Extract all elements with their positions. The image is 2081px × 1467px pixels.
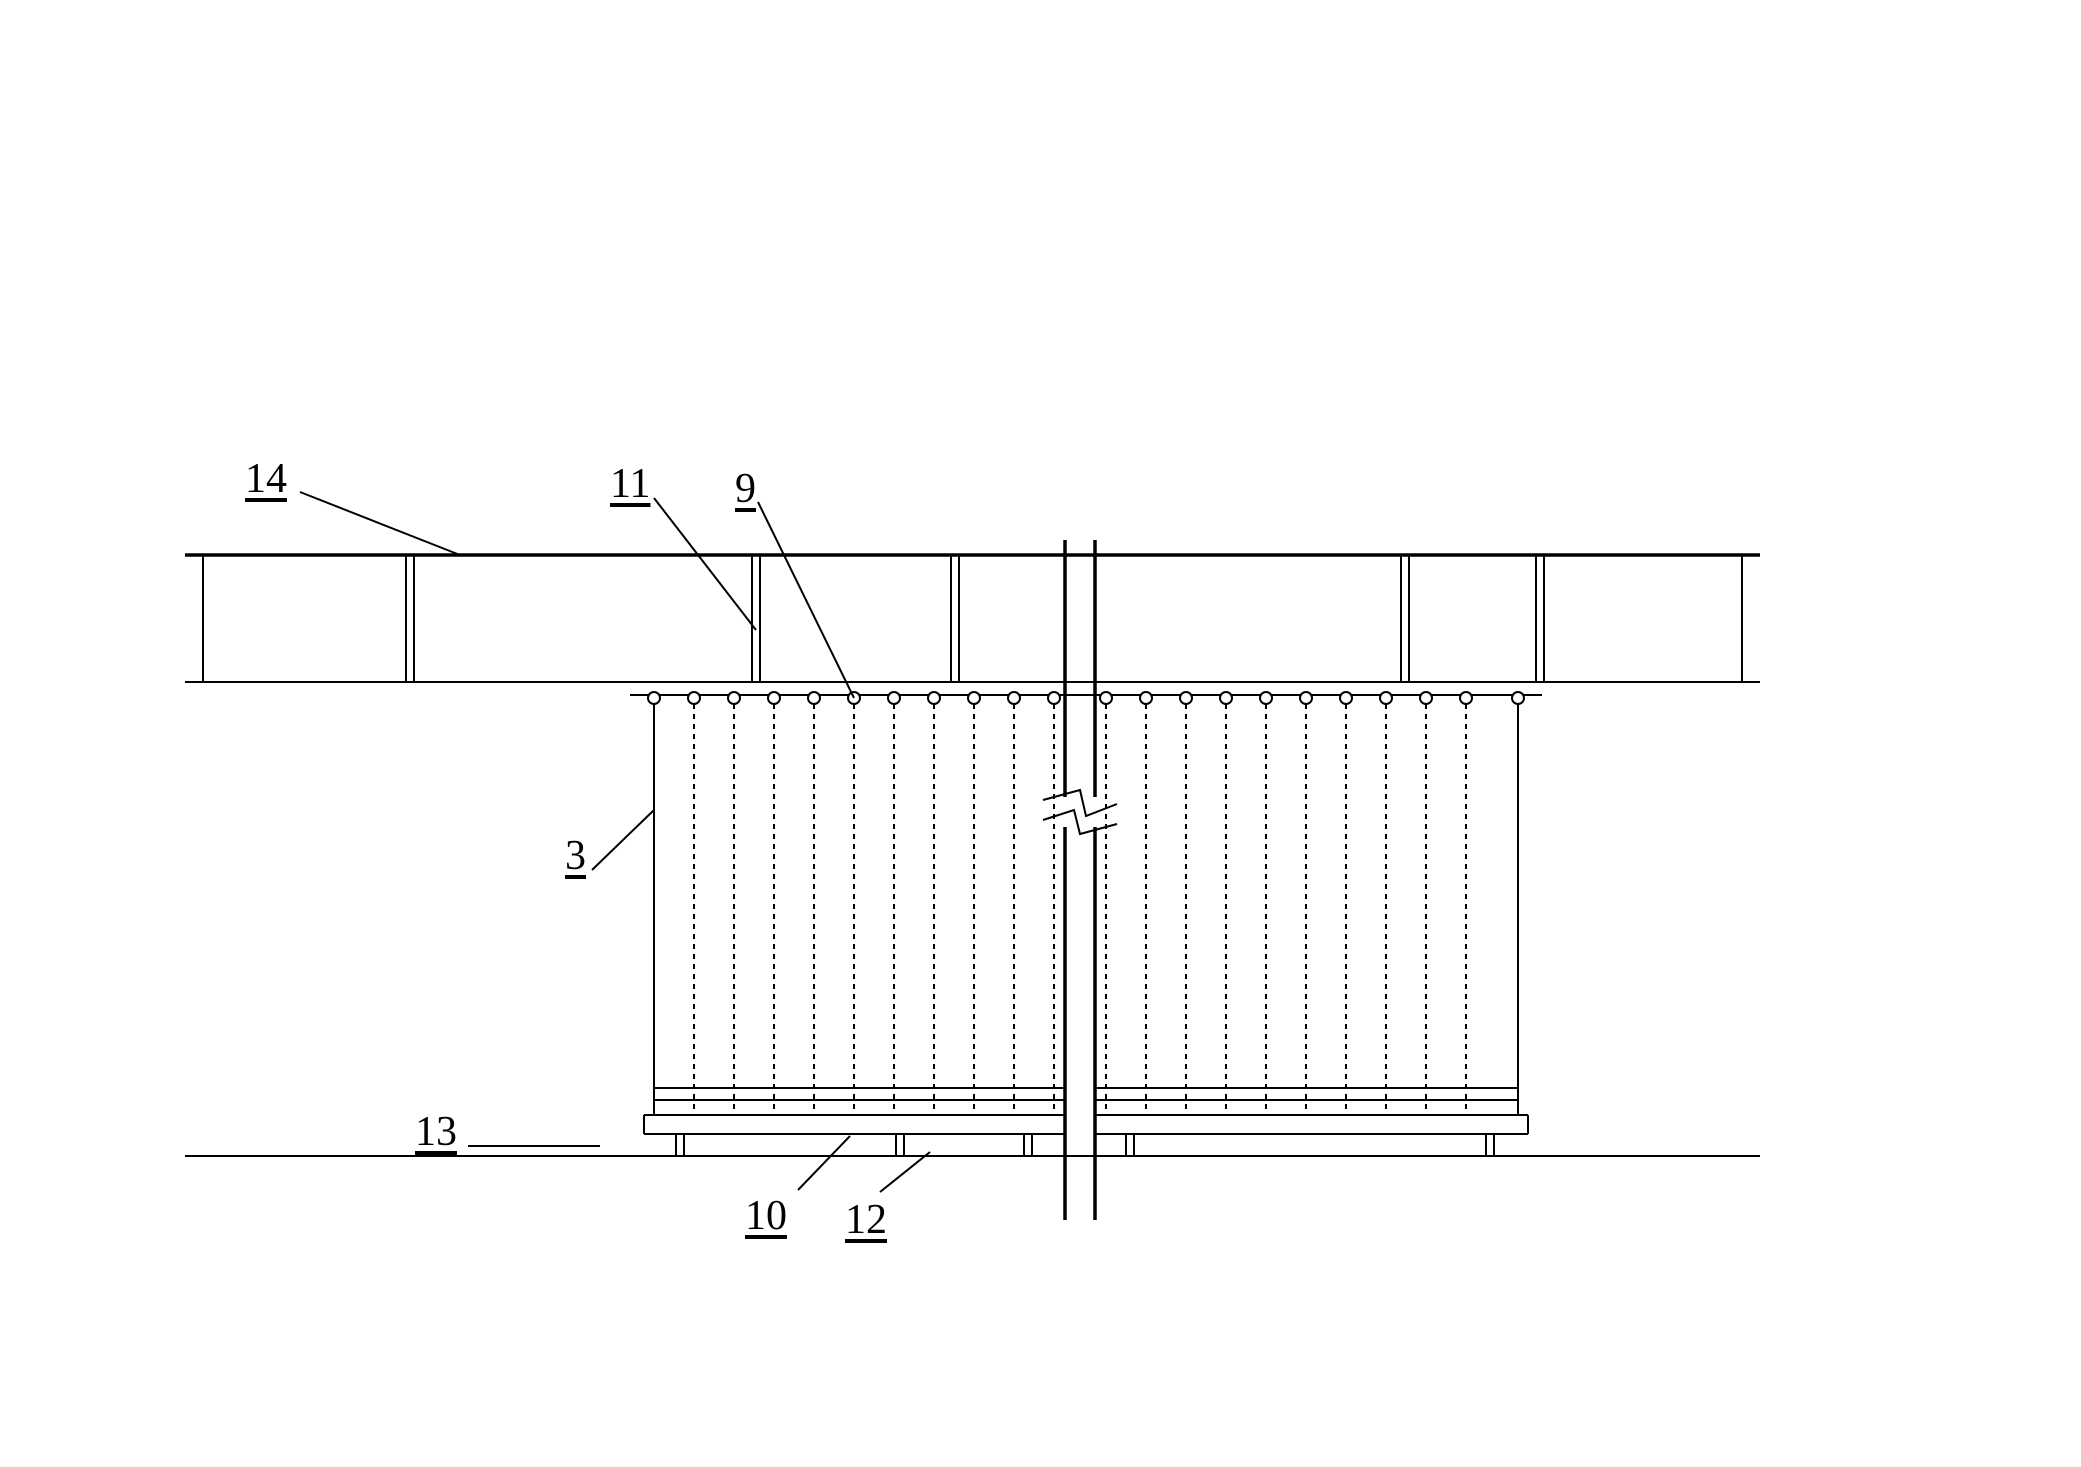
callout-10: 10 <box>745 1192 787 1240</box>
callout-11: 11 <box>610 460 650 508</box>
callout-13: 13 <box>415 1108 457 1156</box>
diagram-svg <box>0 0 2081 1467</box>
callout-3: 3 <box>565 832 586 880</box>
callout-9: 9 <box>735 465 756 513</box>
callout-12: 12 <box>845 1196 887 1244</box>
callout-14: 14 <box>245 455 287 503</box>
technical-diagram <box>0 0 2081 1467</box>
